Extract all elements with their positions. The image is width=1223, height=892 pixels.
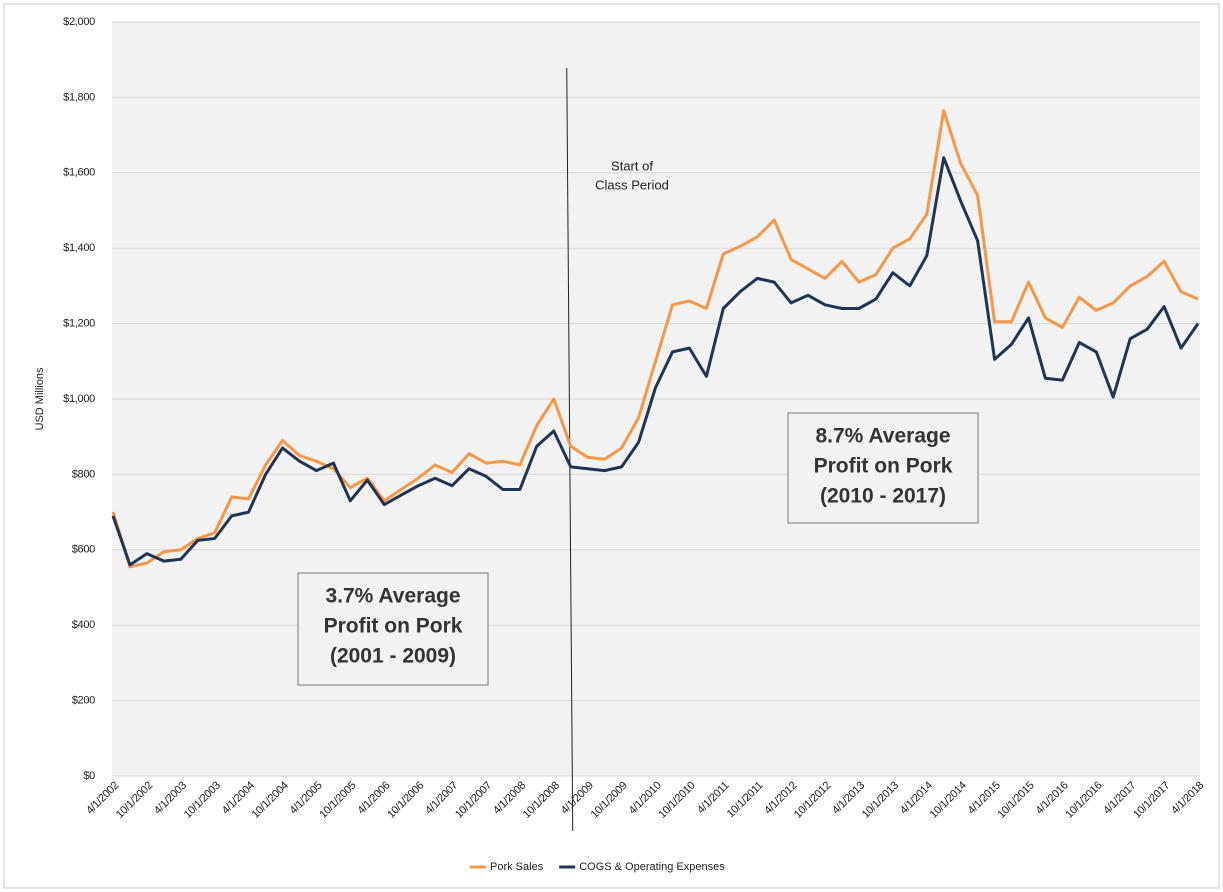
y-tick-label: $400	[72, 619, 95, 631]
series-line	[111, 156, 1200, 567]
y-tick-label: $1,200	[63, 318, 95, 330]
annotation-box	[787, 412, 979, 524]
annotation-text: 3.7% Average	[325, 585, 460, 608]
annotation-text: Profit on Pork	[814, 455, 953, 478]
legend-label: COGS & Operating Expenses	[579, 861, 725, 873]
y-tick-label: $2,000	[63, 16, 95, 28]
annotation-text: (2010 - 2017)	[820, 485, 946, 508]
annotation-text: Start of	[611, 158, 653, 173]
series-line	[111, 109, 1199, 569]
class-period-line	[566, 67, 574, 832]
annotation-box	[297, 572, 489, 686]
y-axis-title: USD Millions	[34, 367, 46, 430]
annotation-text: 8.7% Average	[815, 425, 950, 448]
legend-label: Pork Sales	[490, 861, 544, 873]
y-tick-label: $1,600	[63, 167, 95, 179]
y-tick-label: $1,400	[63, 242, 95, 254]
annotation-text: Profit on Pork	[324, 615, 463, 638]
y-tick-label: $600	[72, 544, 95, 556]
annotation-text: Class Period	[595, 177, 669, 192]
y-tick-label: $0	[83, 770, 95, 782]
y-tick-label: $200	[72, 695, 95, 707]
annotation-text: (2001 - 2009)	[330, 645, 456, 668]
y-tick-label: $800	[72, 468, 95, 480]
y-tick-label: $1,000	[63, 393, 95, 405]
y-tick-label: $1,800	[63, 91, 95, 103]
